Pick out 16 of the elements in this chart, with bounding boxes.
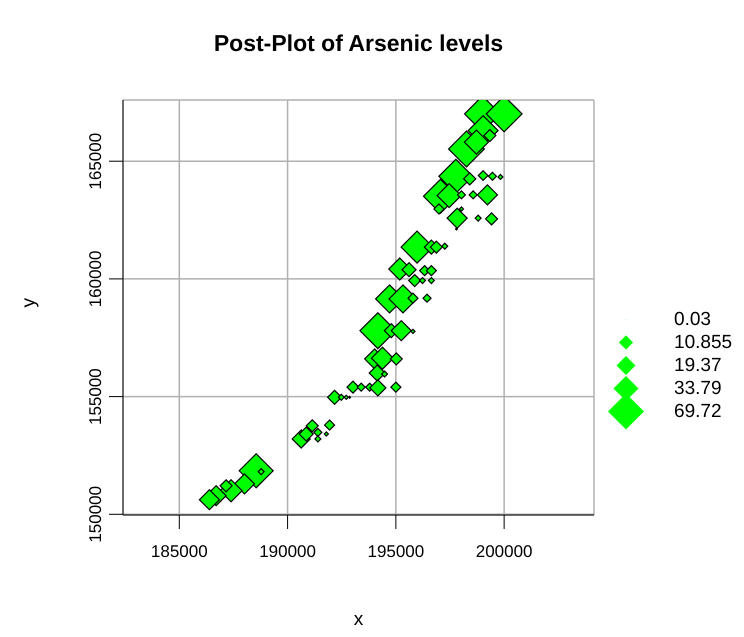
x-tick-label: 190000 <box>259 542 316 562</box>
y-tick-label: 160000 <box>86 250 105 308</box>
legend-label: 33.79 <box>674 378 722 400</box>
x-tick-label: 200000 <box>476 542 532 562</box>
legend-label: 69.72 <box>674 400 722 422</box>
y-tick-label: 155000 <box>86 368 105 425</box>
x-axis-title: x <box>354 609 364 630</box>
y-axis-title: y <box>18 298 40 308</box>
y-tick-label: 165000 <box>86 132 105 190</box>
chart-title: Post-Plot of Arsenic levels <box>212 30 504 57</box>
x-tick-label: 185000 <box>150 542 208 562</box>
legend-label: 19.37 <box>674 354 722 376</box>
legend-label: 10.855 <box>674 332 732 354</box>
legend-label: 0.03 <box>674 308 711 330</box>
y-tick-label: 150000 <box>86 486 105 543</box>
x-tick-label: 195000 <box>367 542 424 562</box>
